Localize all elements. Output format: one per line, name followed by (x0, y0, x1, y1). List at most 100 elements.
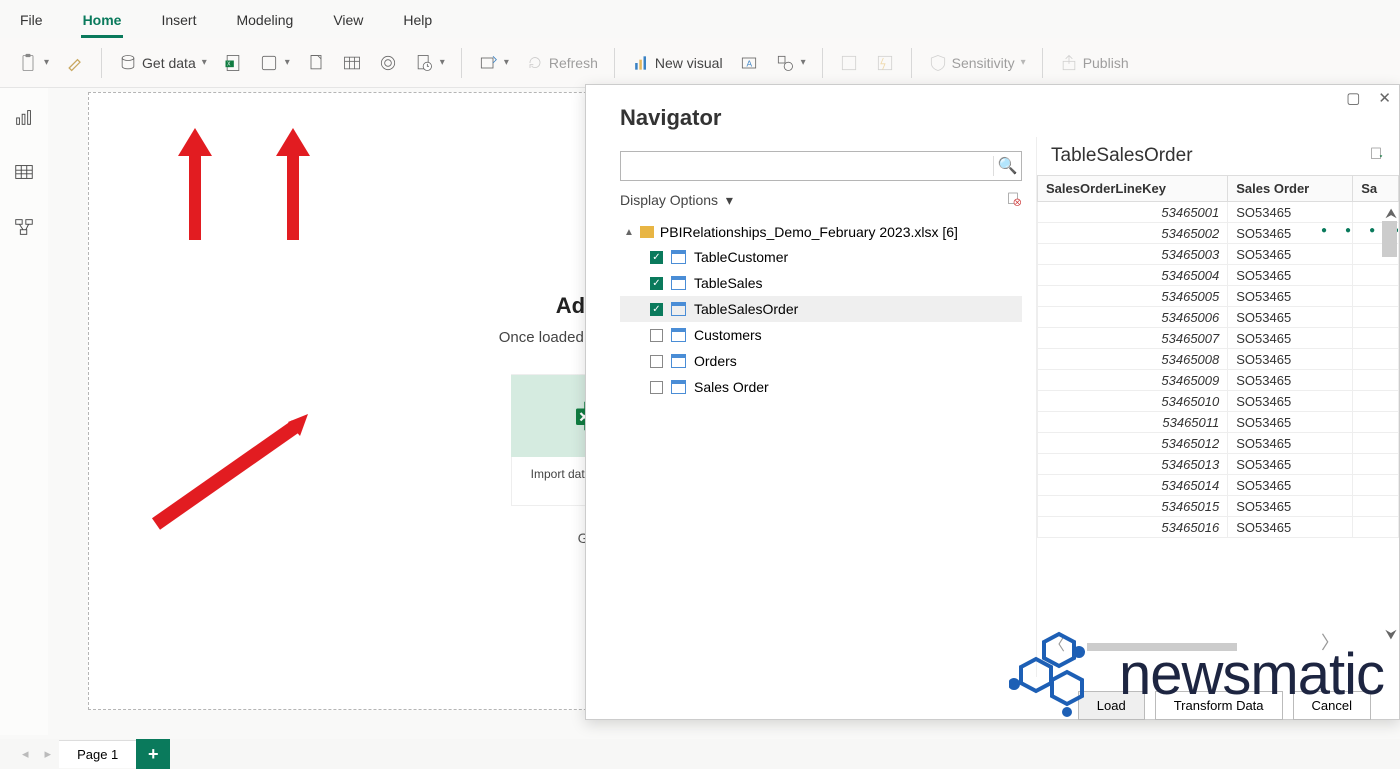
table-icon (671, 276, 686, 290)
cell-key: 53465014 (1038, 475, 1228, 496)
paste-button[interactable]: ▾ (12, 49, 55, 77)
tree-checkbox[interactable]: ✓ (650, 277, 663, 290)
tree-checkbox[interactable] (650, 329, 663, 342)
quick-measure-button[interactable] (869, 49, 901, 77)
tree-checkbox[interactable] (650, 355, 663, 368)
page-tab-1[interactable]: Page 1 (59, 740, 136, 768)
cell-key: 53465008 (1038, 349, 1228, 370)
preview-table: SalesOrderLineKeySales OrderSa 53465001S… (1037, 175, 1399, 538)
refresh-button[interactable]: Refresh (519, 49, 604, 77)
new-measure-button[interactable] (833, 49, 865, 77)
data-view-button[interactable] (13, 161, 35, 188)
table-row[interactable]: 53465015SO53465 (1038, 496, 1399, 517)
menu-modeling[interactable]: Modeling (234, 8, 295, 38)
tree-item[interactable]: ✓TableSalesOrder (620, 296, 1022, 322)
table-row[interactable]: 53465012SO53465 (1038, 433, 1399, 454)
scroll-up-button[interactable]: ⮝ (1385, 205, 1397, 222)
cell-extra (1353, 496, 1399, 517)
text-box-button[interactable]: A (733, 49, 765, 77)
tree-checkbox[interactable]: ✓ (650, 251, 663, 264)
menubar: File Home Insert Modeling View Help (0, 0, 1400, 38)
datahub-button[interactable]: ▾ (253, 49, 296, 77)
navigator-search[interactable]: 🔍 (620, 151, 1022, 181)
sensitivity-button[interactable]: Sensitivity▾ (922, 49, 1032, 77)
get-data-button[interactable]: Get data▾ (112, 49, 213, 77)
table-row[interactable]: 53465014SO53465 (1038, 475, 1399, 496)
publish-button[interactable]: Publish (1053, 49, 1135, 77)
table-row[interactable]: 53465008SO53465 (1038, 349, 1399, 370)
model-view-icon (13, 216, 35, 238)
table-row[interactable]: 53465007SO53465 (1038, 328, 1399, 349)
tree-item[interactable]: ✓TableCustomer (620, 244, 1022, 270)
clipboard-icon (18, 53, 38, 73)
menu-home[interactable]: Home (81, 8, 124, 38)
navigator-search-input[interactable] (621, 159, 993, 174)
scroll-thumb[interactable] (1382, 221, 1397, 257)
search-icon[interactable]: 🔍 (993, 156, 1021, 176)
navigator-preview-panel: TableSalesOrder SalesOrderLineKeySales O… (1036, 137, 1399, 677)
table-row[interactable]: 53465009SO53465 (1038, 370, 1399, 391)
model-view-button[interactable] (13, 216, 35, 243)
cell-order: SO53465 (1228, 517, 1353, 538)
dialog-close-button[interactable]: ✕ (1378, 89, 1391, 107)
preview-column-header[interactable]: SalesOrderLineKey (1038, 176, 1228, 202)
table-row[interactable]: 53465001SO53465 (1038, 202, 1399, 223)
transform-icon (478, 53, 498, 73)
more-visuals-button[interactable]: ▾ (769, 49, 812, 77)
cell-key: 53465013 (1038, 454, 1228, 475)
refresh-preview-button[interactable] (1006, 191, 1022, 210)
menu-help[interactable]: Help (401, 8, 434, 38)
tree-checkbox[interactable]: ✓ (650, 303, 663, 316)
menu-insert[interactable]: Insert (159, 8, 198, 38)
cell-order: SO53465 (1228, 496, 1353, 517)
cell-order: SO53465 (1228, 454, 1353, 475)
sql-server-button[interactable] (300, 49, 332, 77)
tree-item[interactable]: Customers (620, 322, 1022, 348)
table-row[interactable]: 53465016SO53465 (1038, 517, 1399, 538)
tree-item[interactable]: Orders (620, 348, 1022, 374)
cell-extra (1353, 433, 1399, 454)
menu-file[interactable]: File (18, 8, 45, 38)
format-painter-button[interactable] (59, 49, 91, 77)
table-row[interactable]: 53465005SO53465 (1038, 286, 1399, 307)
tree-checkbox[interactable] (650, 381, 663, 394)
chart-icon (631, 53, 651, 73)
table-row[interactable]: 53465011SO53465 (1038, 412, 1399, 433)
cell-order: SO53465 (1228, 391, 1353, 412)
tree-item[interactable]: ✓ TableSales (620, 270, 1022, 296)
data-hub-icon (259, 53, 279, 73)
display-options-button[interactable]: Display Options ▾ (620, 192, 733, 209)
table-row[interactable]: 53465002SO53465 (1038, 223, 1399, 244)
table-icon (671, 380, 686, 394)
table-row[interactable]: 53465006SO53465 (1038, 307, 1399, 328)
preview-column-header[interactable]: Sa (1353, 176, 1399, 202)
scroll-down-button[interactable]: ⮟ (1385, 626, 1397, 643)
dataverse-button[interactable] (372, 49, 404, 77)
new-visual-label: New visual (655, 55, 723, 71)
add-page-button[interactable]: + (136, 739, 170, 769)
tree-item-label: TableSales (694, 275, 763, 291)
page-next-button[interactable]: ▸ (37, 746, 60, 762)
preview-column-header[interactable]: Sales Order (1228, 176, 1353, 202)
annotation-arrow-2 (278, 128, 308, 240)
preview-options-button[interactable] (1369, 146, 1385, 167)
cell-extra (1353, 286, 1399, 307)
cell-extra (1353, 265, 1399, 286)
dialog-maximize-button[interactable]: ▢ (1346, 89, 1360, 107)
tree-root-file[interactable]: ▲ PBIRelationships_Demo_February 2023.xl… (620, 220, 1022, 244)
table-row[interactable]: 53465003SO53465 (1038, 244, 1399, 265)
recent-sources-button[interactable]: ▾ (408, 49, 451, 77)
table-row[interactable]: 53465004SO53465 (1038, 265, 1399, 286)
menu-view[interactable]: View (331, 8, 365, 38)
table-row[interactable]: 53465010SO53465 (1038, 391, 1399, 412)
brush-icon (65, 53, 85, 73)
excel-source-button[interactable]: X (217, 49, 249, 77)
new-visual-button[interactable]: New visual (625, 49, 729, 77)
page-prev-button[interactable]: ◂ (14, 746, 37, 762)
transform-data-button[interactable]: ▾ (472, 49, 515, 77)
enter-data-button[interactable] (336, 49, 368, 77)
tree-item[interactable]: Sales Order (620, 374, 1022, 400)
table-row[interactable]: 53465013SO53465 (1038, 454, 1399, 475)
cell-order: SO53465 (1228, 349, 1353, 370)
report-view-button[interactable] (13, 106, 35, 133)
